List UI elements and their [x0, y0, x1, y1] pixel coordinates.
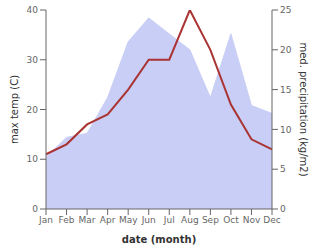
- svg-text:Jan: Jan: [38, 215, 53, 225]
- svg-text:0: 0: [32, 204, 38, 214]
- svg-text:20: 20: [280, 45, 292, 55]
- svg-text:15: 15: [280, 85, 291, 95]
- svg-text:Dec: Dec: [263, 215, 280, 225]
- svg-text:Oct: Oct: [223, 215, 239, 225]
- svg-text:Jun: Jun: [141, 215, 156, 225]
- svg-text:10: 10: [280, 125, 292, 135]
- svg-text:May: May: [119, 215, 138, 225]
- svg-text:Aug: Aug: [181, 215, 199, 225]
- svg-text:Jul: Jul: [163, 215, 175, 225]
- svg-text:Apr: Apr: [100, 215, 116, 225]
- svg-text:30: 30: [27, 55, 39, 65]
- svg-text:10: 10: [27, 154, 39, 164]
- svg-text:date (month): date (month): [122, 234, 196, 245]
- svg-text:25: 25: [280, 5, 291, 15]
- svg-text:0: 0: [280, 204, 286, 214]
- svg-text:40: 40: [27, 5, 39, 15]
- svg-text:5: 5: [280, 164, 286, 174]
- svg-text:med. precipitation (kg/m2): med. precipitation (kg/m2): [298, 42, 309, 176]
- svg-text:20: 20: [27, 105, 39, 115]
- svg-text:Feb: Feb: [59, 215, 75, 225]
- svg-text:Sep: Sep: [202, 215, 219, 225]
- svg-text:Nov: Nov: [243, 215, 261, 225]
- svg-text:Mar: Mar: [79, 215, 96, 225]
- svg-text:max temp (C): max temp (C): [9, 75, 20, 144]
